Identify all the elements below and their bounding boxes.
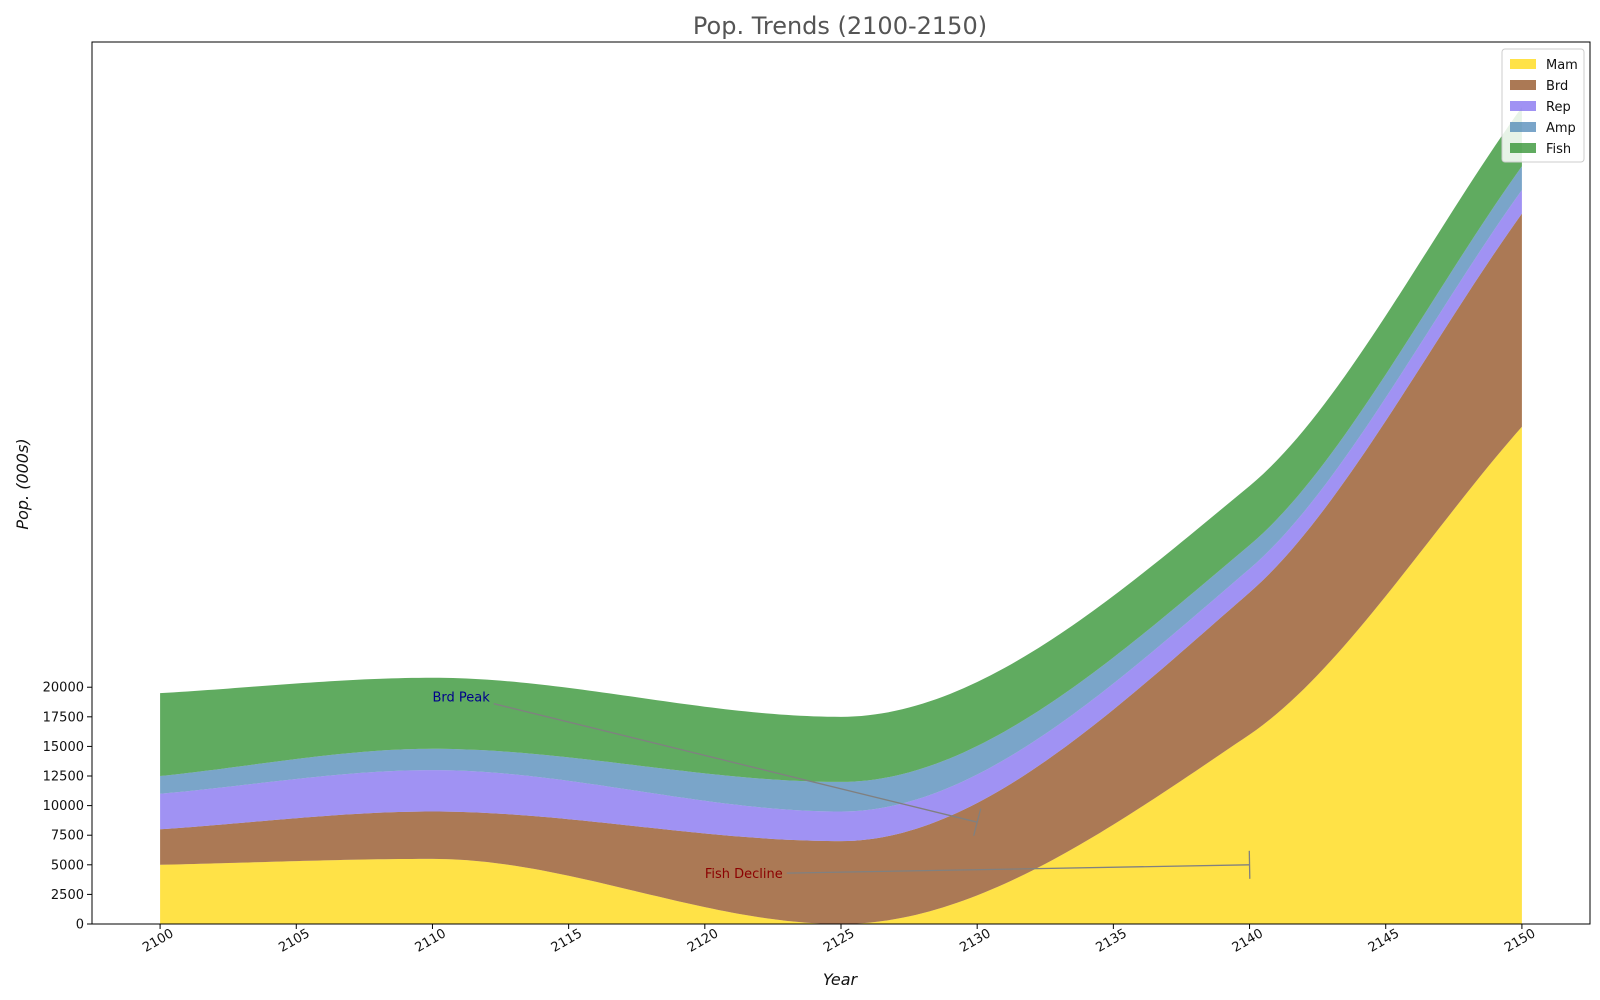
x-tick-label: 2140 xyxy=(1230,926,1266,956)
x-tick-label: 2120 xyxy=(685,926,721,956)
x-tick-label: 2130 xyxy=(957,926,993,956)
x-tick-label: 2135 xyxy=(1094,926,1130,956)
legend-box xyxy=(1501,48,1585,163)
annotation-label: Brd Peak xyxy=(432,691,490,706)
annotation-arrow xyxy=(786,864,1250,874)
y-tick-label: 0 xyxy=(76,918,84,933)
area-brd xyxy=(160,213,1522,924)
legend-swatch-fish xyxy=(1510,143,1536,153)
legend-label-amp: Amp xyxy=(1546,121,1576,136)
legend-swatch-mam xyxy=(1510,59,1536,69)
area-mam xyxy=(160,426,1522,924)
x-tick-label: 2100 xyxy=(140,926,176,956)
legend[interactable]: Mam Brd Rep Amp Fish xyxy=(1501,48,1585,163)
y-tick-label: 2500 xyxy=(51,888,84,903)
x-axis-label: Year xyxy=(823,970,859,989)
y-tick-label: 10000 xyxy=(43,799,84,814)
legend-swatch-amp xyxy=(1510,122,1536,132)
y-tick-label: 17500 xyxy=(43,710,84,725)
y-tick-label: 7500 xyxy=(51,829,84,844)
y-tick-label: 12500 xyxy=(43,770,84,785)
y-tick-label: 20000 xyxy=(43,681,84,696)
stacked-areas xyxy=(160,107,1522,924)
legend-swatch-rep xyxy=(1510,101,1536,111)
y-tick-label: 5000 xyxy=(51,858,84,873)
area-fish xyxy=(160,107,1522,782)
x-axis: 2100 2105 2110 2115 2120 2125 2130 2135 2140 2145… xyxy=(140,924,1538,956)
y-tick-label: 15000 xyxy=(43,740,84,755)
legend-label-brd: Brd xyxy=(1546,79,1568,94)
legend-label-fish: Fish xyxy=(1546,142,1571,157)
legend-label-rep: Rep xyxy=(1546,100,1571,115)
x-tick-label: 2150 xyxy=(1502,926,1538,956)
annotation-bracket xyxy=(1248,850,1251,879)
x-tick-label: 2115 xyxy=(549,926,585,956)
y-axis-label: Pop. (000s) xyxy=(13,438,32,529)
legend-swatch-brd xyxy=(1510,80,1536,90)
annotations: Brd Peak Fish Decline xyxy=(432,691,1251,882)
x-tick-label: 2125 xyxy=(821,926,857,956)
annotation-bracket xyxy=(973,808,982,836)
chart-title: Pop. Trends (2100-2150) xyxy=(693,12,987,40)
annotation-label: Fish Decline xyxy=(705,867,783,882)
y-axis: 0 2500 5000 7500 10000 12500 15000 17500 20000 xyxy=(43,681,92,933)
x-tick-label: 2145 xyxy=(1366,926,1402,956)
legend-label-mam: Mam xyxy=(1546,58,1578,73)
annotation-arrow xyxy=(493,703,978,823)
x-tick-label: 2110 xyxy=(413,926,449,956)
x-tick-label: 2105 xyxy=(276,926,312,956)
